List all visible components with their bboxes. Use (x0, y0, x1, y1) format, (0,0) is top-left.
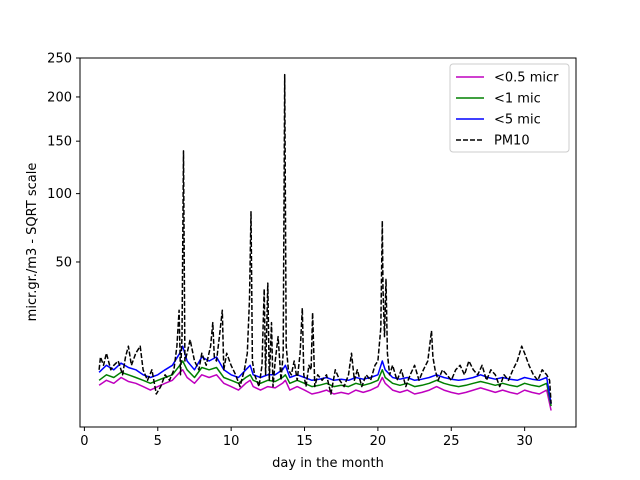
y-tick-label: 250 (47, 52, 72, 67)
legend-label-1: <0.5 micr (494, 71, 559, 86)
y-tick-label: 150 (47, 135, 72, 150)
y-tick-label: 100 (47, 187, 72, 202)
x-tick-label: 20 (370, 434, 387, 449)
legend: <0.5 micr <1 mic <5 mic PM10 (449, 63, 570, 153)
plot-frame (79, 57, 577, 428)
y-axis: 50 100 150 200 250 (47, 52, 80, 270)
x-tick-label: 10 (223, 434, 240, 449)
y-tick-label: 50 (55, 255, 72, 270)
y-tick-label: 200 (47, 90, 72, 105)
series-line-4 (98, 73, 552, 404)
x-tick-label: 5 (154, 434, 162, 449)
x-axis: 0 5 10 15 20 25 30 (80, 427, 533, 449)
x-tick-label: 25 (443, 434, 460, 449)
x-tick-label: 30 (516, 434, 533, 449)
legend-label-4: PM10 (494, 134, 530, 149)
series-layer (98, 73, 552, 411)
x-tick-label: 15 (296, 434, 313, 449)
legend-box (449, 63, 570, 153)
x-axis-label: day in the month (272, 456, 384, 471)
x-tick-label: 0 (80, 434, 88, 449)
legend-label-2: <1 mic (494, 92, 541, 107)
legend-label-3: <5 mic (494, 113, 541, 128)
y-axis-label: micr.gr./m3 - SQRT scale (25, 163, 40, 322)
